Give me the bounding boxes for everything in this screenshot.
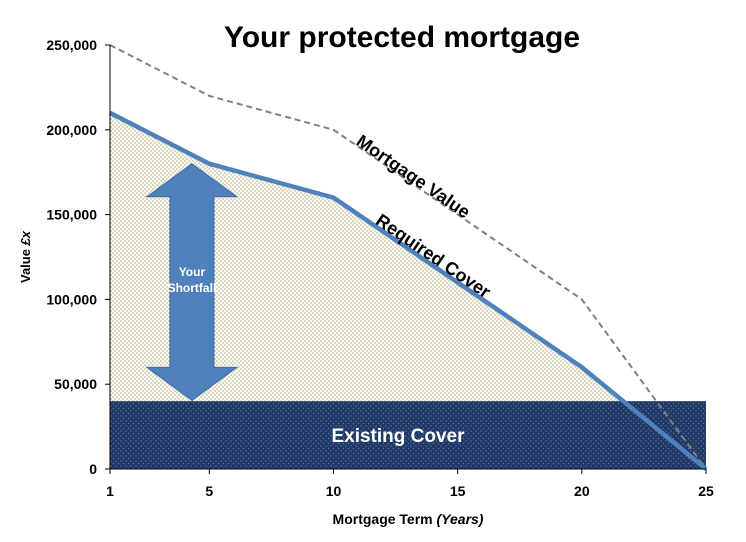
x-tick-label: 10 — [326, 483, 342, 499]
y-tick-label: 250,000 — [46, 37, 97, 53]
existing-cover-band — [110, 401, 706, 469]
shortfall-label-line1: Your — [179, 265, 206, 279]
x-axis-label: Mortgage Term (Years) — [333, 511, 484, 527]
y-axis-label-main: Value — [18, 245, 33, 283]
y-axis-label-units: £x — [18, 230, 33, 246]
shortfall-arrow — [145, 163, 239, 401]
x-tick-label: 5 — [205, 483, 213, 499]
x-tick-label: 15 — [450, 483, 466, 499]
shortfall-area — [110, 112, 706, 469]
y-tick-label: 100,000 — [46, 291, 97, 307]
x-tick-label: 20 — [574, 483, 590, 499]
mortgage-value-label: Mortgage Value — [353, 131, 474, 223]
y-tick-label: 150,000 — [46, 207, 97, 223]
mortgage-value-line — [109, 44, 707, 470]
y-axis-label: Value £x — [18, 230, 33, 283]
y-tick-label: 50,000 — [54, 376, 97, 392]
y-tick-label: 0 — [89, 461, 97, 477]
fills-layer — [110, 112, 706, 469]
series-layer — [108, 44, 708, 471]
x-tick-label: 25 — [698, 483, 714, 499]
required-cover-line — [108, 110, 708, 471]
y-tick-label: 200,000 — [46, 122, 97, 138]
shortfall-label-line2: Shortfall — [168, 281, 217, 295]
existing-cover-label: Existing Cover — [331, 426, 465, 447]
x-tick-label: 1 — [106, 483, 114, 499]
x-axis-label-main: Mortgage Term — [333, 511, 437, 527]
chart-title: Your protected mortgage — [224, 21, 580, 54]
x-axis-label-units: (Years) — [437, 511, 484, 527]
